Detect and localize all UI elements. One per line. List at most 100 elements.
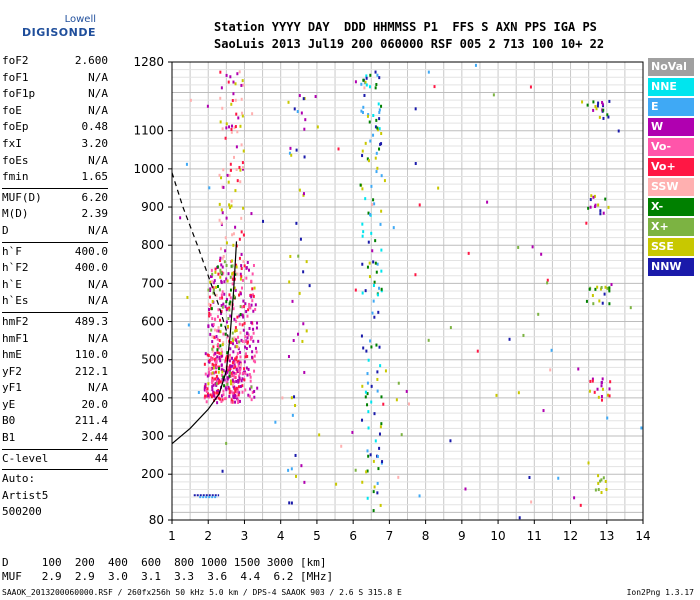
echo-point [232,92,235,96]
echo-point [249,375,252,379]
echo-point [354,288,357,292]
echo-point [589,379,592,383]
echo-point [220,281,223,285]
echo-point [371,311,374,315]
echo-point [369,73,372,77]
y-tick-label: 800 [141,238,164,252]
echo-point [187,323,190,327]
echo-point [546,278,549,282]
echo-point [492,93,495,97]
echo-point [251,350,254,354]
echo-point [366,392,369,396]
echo-point [235,338,238,342]
echo-point [241,166,244,170]
param-label: hmF2 [2,314,29,328]
echo-point [363,93,366,97]
echo-point [362,346,365,350]
echo-point [366,157,369,161]
echo-point [340,444,343,448]
echo-point [302,192,305,196]
echo-point [294,404,297,408]
echo-point [229,206,232,210]
echo-point [241,286,244,290]
version-label: Ion2Png 1.3.17 [626,588,694,597]
echo-point [573,496,576,500]
echo-point [405,389,408,393]
echo-point [237,360,240,364]
echo-point [211,272,214,276]
echo-point [233,336,236,340]
echo-point [228,359,231,363]
echo-point [235,112,238,116]
echo-point [242,299,245,303]
echo-point [256,386,259,390]
echo-point [226,279,229,283]
echo-point [495,393,498,397]
echo-point [214,370,217,374]
echo-point [250,212,253,216]
logo-line2: DIGISONDE [22,26,96,39]
echo-point [508,337,511,341]
echo-point [239,312,242,316]
echo-point [236,388,239,392]
echo-point [218,338,221,342]
echo-point [224,305,227,309]
echo-point [230,400,233,404]
echo-point [211,299,214,303]
echo-point [227,80,230,84]
profile-curve-solid [171,241,238,445]
echo-point [588,389,591,393]
echo-point [281,396,284,400]
echo-point [253,354,256,358]
echo-point [364,141,367,145]
echo-point [212,390,215,394]
echo-point [228,308,231,312]
echo-point [597,395,600,399]
echo-point [209,287,212,291]
x-tick-label: 1 [168,529,176,543]
echo-point [239,277,242,281]
echo-point [378,286,381,290]
param-value: 489.3 [74,314,108,328]
echo-point [361,154,364,158]
distance-row: D 100 200 400 600 800 1000 1500 3000 [km… [2,556,327,569]
echo-point [274,420,277,424]
echo-point [372,133,375,137]
echo-point [222,389,225,393]
echo-point [220,263,223,267]
echo-point [379,425,382,429]
echo-point [220,368,223,372]
echo-point [215,375,218,379]
echo-point [189,98,192,102]
param-value: 211.4 [74,414,108,428]
echo-point [230,382,233,386]
echo-point [229,288,232,292]
echo-point [207,302,210,306]
echo-point [238,374,241,378]
echo-point [596,285,599,289]
echo-point [255,350,258,354]
echo-point [600,398,603,402]
echo-point [374,261,377,265]
echo-point [367,358,370,362]
echo-point [557,476,560,480]
echo-point [301,339,304,343]
echo-point [220,221,223,225]
param-label: foF1p [2,87,36,101]
echo-point [379,364,382,368]
echo-point [246,314,249,318]
echo-point [222,168,225,172]
echo-point [216,348,219,352]
echo-point [239,355,242,359]
echo-point [600,381,603,385]
x-tick-label: 6 [349,529,357,543]
echo-point [231,264,234,268]
echo-point [220,208,223,212]
echo-point [234,372,237,376]
echo-point [248,394,251,398]
echo-point [252,327,255,331]
echo-point [374,156,377,160]
echo-point [378,432,381,436]
echo-point [250,321,253,325]
echo-point [318,433,321,437]
